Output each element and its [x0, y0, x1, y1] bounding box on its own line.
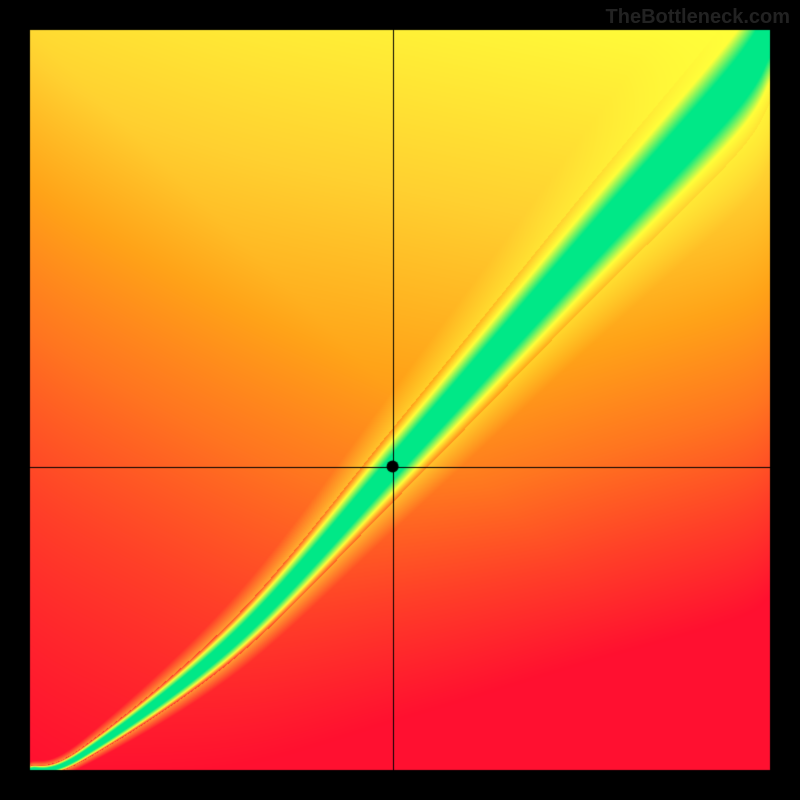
- chart-container: TheBottleneck.com: [0, 0, 800, 800]
- watermark: TheBottleneck.com: [606, 6, 790, 29]
- bottleneck-heatmap: [0, 0, 800, 800]
